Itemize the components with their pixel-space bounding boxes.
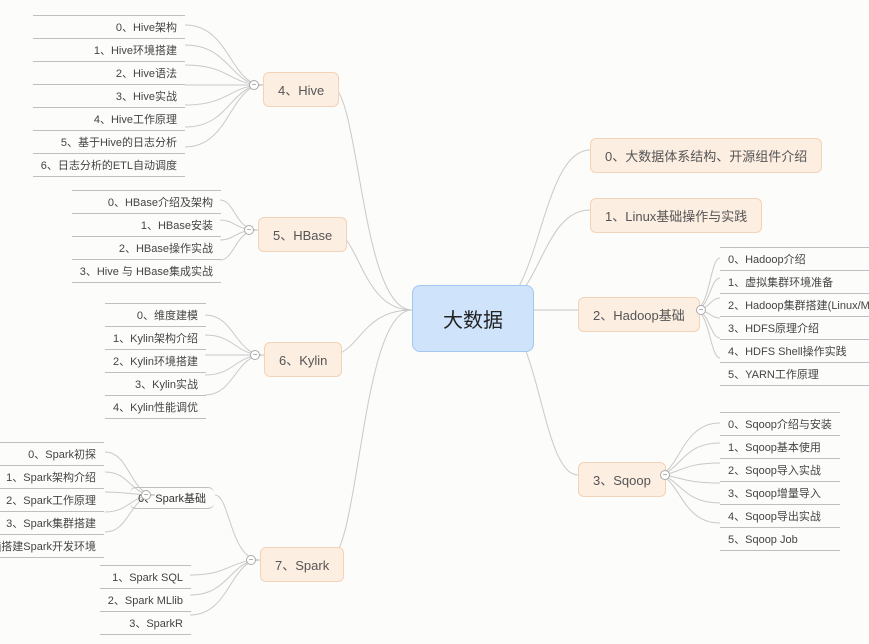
leaves-l7-sub: 0、Spark初探 1、Spark架构介绍 2、Spark工作原理 3、Spar… <box>0 442 104 558</box>
branch-r0[interactable]: 0、大数据体系结构、开源组件介绍 <box>590 138 822 173</box>
leaf[interactable]: 4、IDEA Intellij搭建Spark开发环境 <box>0 535 104 558</box>
leaf[interactable]: 1、Kylin架构介绍 <box>105 327 206 350</box>
leaf[interactable]: 4、HDFS Shell操作实践 <box>720 340 869 363</box>
leaves-r3: 0、Sqoop介绍与安装 1、Sqoop基本使用 2、Sqoop导入实战 3、S… <box>720 412 840 551</box>
leaf[interactable]: 1、Spark架构介绍 <box>0 466 104 489</box>
toggle-icon[interactable] <box>246 555 256 565</box>
leaf[interactable]: 0、维度建模 <box>105 304 206 327</box>
branch-r1[interactable]: 1、Linux基础操作与实践 <box>590 198 762 233</box>
leaves-l4: 0、Hive架构 1、Hive环境搭建 2、Hive语法 3、Hive实战 4、… <box>33 15 185 177</box>
toggle-icon[interactable] <box>250 350 260 360</box>
branch-l7[interactable]: 7、Spark <box>260 547 344 582</box>
branch-l6[interactable]: 6、Kylin <box>264 342 342 377</box>
leaf[interactable]: 4、Kylin性能调优 <box>105 396 206 419</box>
leaf[interactable]: 4、Hive工作原理 <box>33 108 185 131</box>
leaf[interactable]: 0、Hadoop介绍 <box>720 248 869 271</box>
leaf[interactable]: 2、Spark MLlib <box>100 589 191 612</box>
toggle-icon[interactable] <box>696 305 706 315</box>
leaf[interactable]: 5、YARN工作原理 <box>720 363 869 386</box>
leaf[interactable]: 0、Sqoop介绍与安装 <box>720 413 840 436</box>
toggle-icon[interactable] <box>660 470 670 480</box>
leaf[interactable]: 2、HBase操作实战 <box>72 237 221 260</box>
leaf[interactable]: 3、Kylin实战 <box>105 373 206 396</box>
leaf[interactable]: 5、基于Hive的日志分析 <box>33 131 185 154</box>
leaves-l6: 0、维度建模 1、Kylin架构介绍 2、Kylin环境搭建 3、Kylin实战… <box>105 303 206 419</box>
toggle-icon[interactable] <box>141 490 151 500</box>
leaves-l5: 0、HBase介绍及架构 1、HBase安装 2、HBase操作实战 3、Hiv… <box>72 190 221 283</box>
leaf[interactable]: 2、Sqoop导入实战 <box>720 459 840 482</box>
branch-l4[interactable]: 4、Hive <box>263 72 339 107</box>
leaf[interactable]: 2、Hive语法 <box>33 62 185 85</box>
branch-r2[interactable]: 2、Hadoop基础 <box>578 297 700 332</box>
leaves-l7: 1、Spark SQL 2、Spark MLlib 3、SparkR <box>100 565 191 635</box>
branch-r3[interactable]: 3、Sqoop <box>578 462 666 497</box>
leaf[interactable]: 1、虚拟集群环境准备 <box>720 271 869 294</box>
leaf[interactable]: 1、Hive环境搭建 <box>33 39 185 62</box>
leaf[interactable]: 3、Spark集群搭建 <box>0 512 104 535</box>
leaf[interactable]: 1、Sqoop基本使用 <box>720 436 840 459</box>
leaves-r2: 0、Hadoop介绍 1、虚拟集群环境准备 2、Hadoop集群搭建(Linux… <box>720 247 869 386</box>
toggle-icon[interactable] <box>244 225 254 235</box>
leaf[interactable]: 3、Hive 与 HBase集成实战 <box>72 260 221 283</box>
leaf[interactable]: 3、Sqoop增量导入 <box>720 482 840 505</box>
leaf[interactable]: 4、Sqoop导出实战 <box>720 505 840 528</box>
mindmap-root[interactable]: 大数据 <box>412 285 534 352</box>
leaf[interactable]: 5、Sqoop Job <box>720 528 840 551</box>
branch-l5[interactable]: 5、HBase <box>258 217 347 252</box>
leaf[interactable]: 3、HDFS原理介绍 <box>720 317 869 340</box>
leaf[interactable]: 2、Kylin环境搭建 <box>105 350 206 373</box>
toggle-icon[interactable] <box>249 80 259 90</box>
leaf[interactable]: 6、日志分析的ETL自动调度 <box>33 154 185 177</box>
leaf[interactable]: 2、Hadoop集群搭建(Linux/Mac) <box>720 294 869 317</box>
leaf[interactable]: 1、Spark SQL <box>100 566 191 589</box>
leaf[interactable]: 2、Spark工作原理 <box>0 489 104 512</box>
leaf[interactable]: 0、HBase介绍及架构 <box>72 191 221 214</box>
leaf[interactable]: 3、Hive实战 <box>33 85 185 108</box>
leaf[interactable]: 0、Spark初探 <box>0 443 104 466</box>
leaf[interactable]: 1、HBase安装 <box>72 214 221 237</box>
leaf[interactable]: 0、Hive架构 <box>33 16 185 39</box>
leaf[interactable]: 3、SparkR <box>100 612 191 635</box>
